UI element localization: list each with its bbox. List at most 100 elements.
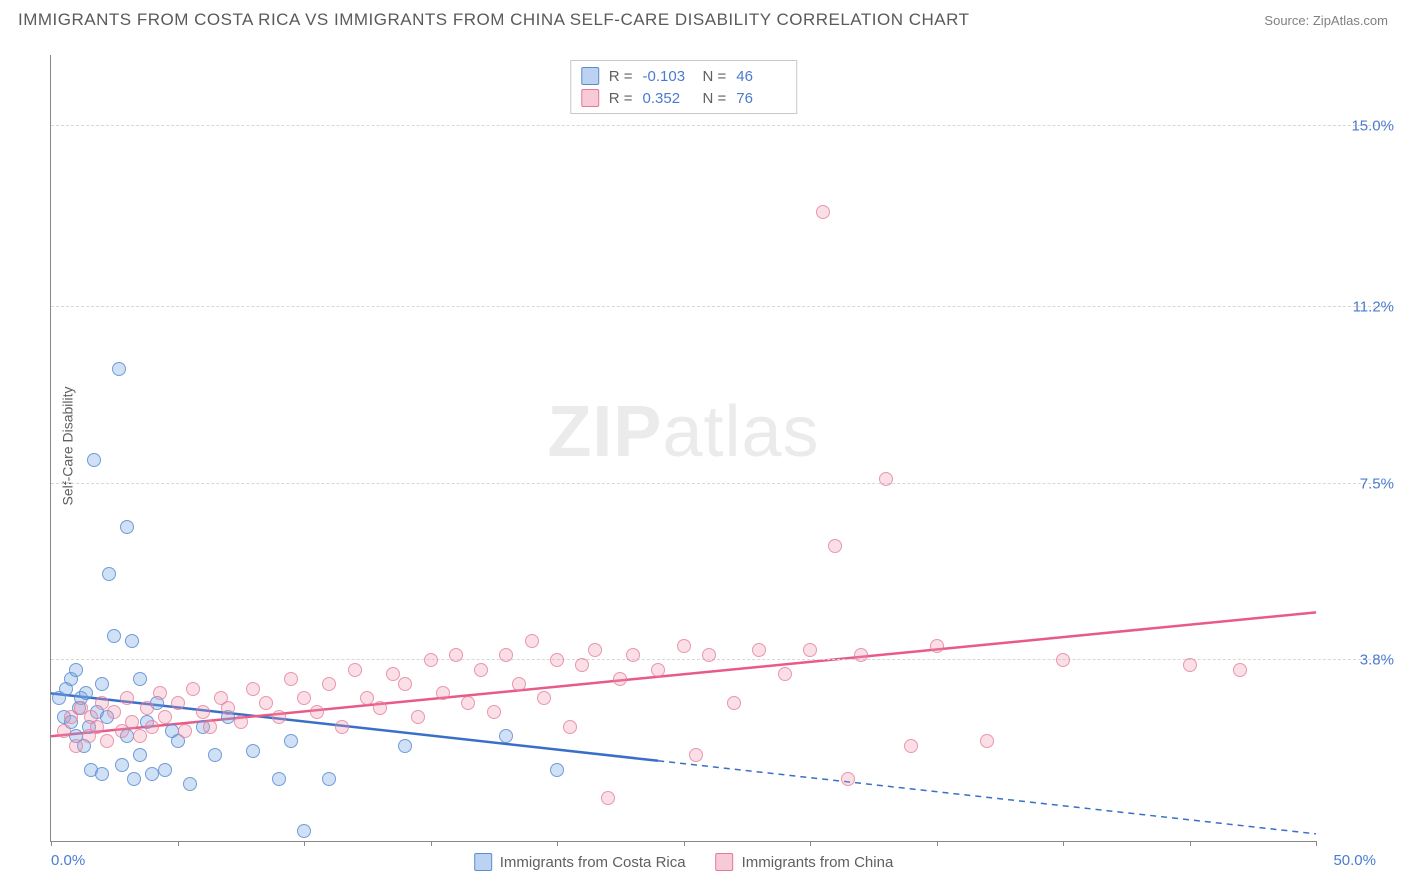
point-china — [778, 667, 792, 681]
swatch-blue-icon — [474, 853, 492, 871]
point-china — [980, 734, 994, 748]
point-costa-rica — [297, 824, 311, 838]
point-china — [259, 696, 273, 710]
point-china — [57, 724, 71, 738]
grid-line — [51, 306, 1391, 307]
point-china — [550, 653, 564, 667]
point-china — [727, 696, 741, 710]
point-costa-rica — [115, 758, 129, 772]
scatter-chart: ZIPatlas R = -0.103 N = 46 R = 0.352 N =… — [50, 55, 1316, 842]
point-costa-rica — [272, 772, 286, 786]
point-costa-rica — [398, 739, 412, 753]
point-china — [1233, 663, 1247, 677]
point-china — [411, 710, 425, 724]
x-tick — [1190, 841, 1191, 846]
legend-item-china: Immigrants from China — [716, 853, 894, 871]
x-tick — [178, 841, 179, 846]
x-tick-label: 50.0% — [1333, 852, 1376, 869]
point-china — [601, 791, 615, 805]
point-china — [436, 686, 450, 700]
point-china — [196, 705, 210, 719]
point-china — [930, 639, 944, 653]
point-costa-rica — [79, 686, 93, 700]
correlation-legend: R = -0.103 N = 46 R = 0.352 N = 76 — [570, 60, 798, 114]
point-china — [234, 715, 248, 729]
point-costa-rica — [133, 672, 147, 686]
y-tick-label: 7.5% — [1324, 475, 1394, 492]
point-china — [499, 648, 513, 662]
point-costa-rica — [125, 634, 139, 648]
point-china — [689, 748, 703, 762]
swatch-pink-icon — [581, 89, 599, 107]
point-china — [203, 720, 217, 734]
point-china — [613, 672, 627, 686]
source-attribution: Source: ZipAtlas.com — [1264, 13, 1388, 28]
point-china — [178, 724, 192, 738]
point-china — [221, 701, 235, 715]
point-china — [424, 653, 438, 667]
legend-row-costa-rica: R = -0.103 N = 46 — [581, 65, 787, 87]
point-china — [125, 715, 139, 729]
point-china — [841, 772, 855, 786]
point-costa-rica — [246, 744, 260, 758]
point-china — [398, 677, 412, 691]
x-tick — [1316, 841, 1317, 846]
x-tick — [810, 841, 811, 846]
x-tick — [304, 841, 305, 846]
point-costa-rica — [208, 748, 222, 762]
source-link[interactable]: ZipAtlas.com — [1313, 13, 1388, 28]
point-costa-rica — [499, 729, 513, 743]
point-china — [120, 691, 134, 705]
point-china — [816, 205, 830, 219]
grid-line — [51, 483, 1391, 484]
point-costa-rica — [133, 748, 147, 762]
swatch-blue-icon — [581, 67, 599, 85]
point-china — [246, 682, 260, 696]
point-china — [153, 686, 167, 700]
grid-line — [51, 125, 1391, 126]
point-china — [677, 639, 691, 653]
point-china — [145, 720, 159, 734]
point-china — [310, 705, 324, 719]
point-china — [487, 705, 501, 719]
point-china — [335, 720, 349, 734]
point-costa-rica — [87, 453, 101, 467]
point-china — [449, 648, 463, 662]
point-china — [284, 672, 298, 686]
point-china — [107, 705, 121, 719]
legend-item-costa-rica: Immigrants from Costa Rica — [474, 853, 686, 871]
point-china — [100, 734, 114, 748]
point-costa-rica — [69, 663, 83, 677]
point-china — [854, 648, 868, 662]
point-costa-rica — [284, 734, 298, 748]
x-tick — [684, 841, 685, 846]
point-costa-rica — [550, 763, 564, 777]
x-tick — [557, 841, 558, 846]
point-china — [140, 701, 154, 715]
point-china — [95, 696, 109, 710]
point-china — [626, 648, 640, 662]
point-china — [186, 682, 200, 696]
point-costa-rica — [158, 763, 172, 777]
y-tick-label: 15.0% — [1324, 118, 1394, 135]
y-tick-label: 11.2% — [1324, 299, 1394, 316]
point-china — [69, 739, 83, 753]
x-tick-label: 0.0% — [51, 852, 85, 869]
point-costa-rica — [322, 772, 336, 786]
point-china — [158, 710, 172, 724]
point-costa-rica — [107, 629, 121, 643]
point-china — [386, 667, 400, 681]
point-costa-rica — [120, 520, 134, 534]
point-china — [461, 696, 475, 710]
point-china — [575, 658, 589, 672]
x-tick — [1063, 841, 1064, 846]
point-china — [904, 739, 918, 753]
point-china — [651, 663, 665, 677]
point-china — [133, 729, 147, 743]
point-china — [90, 720, 104, 734]
chart-title: IMMIGRANTS FROM COSTA RICA VS IMMIGRANTS… — [18, 10, 969, 30]
point-china — [272, 710, 286, 724]
point-china — [1056, 653, 1070, 667]
x-tick — [937, 841, 938, 846]
point-china — [702, 648, 716, 662]
